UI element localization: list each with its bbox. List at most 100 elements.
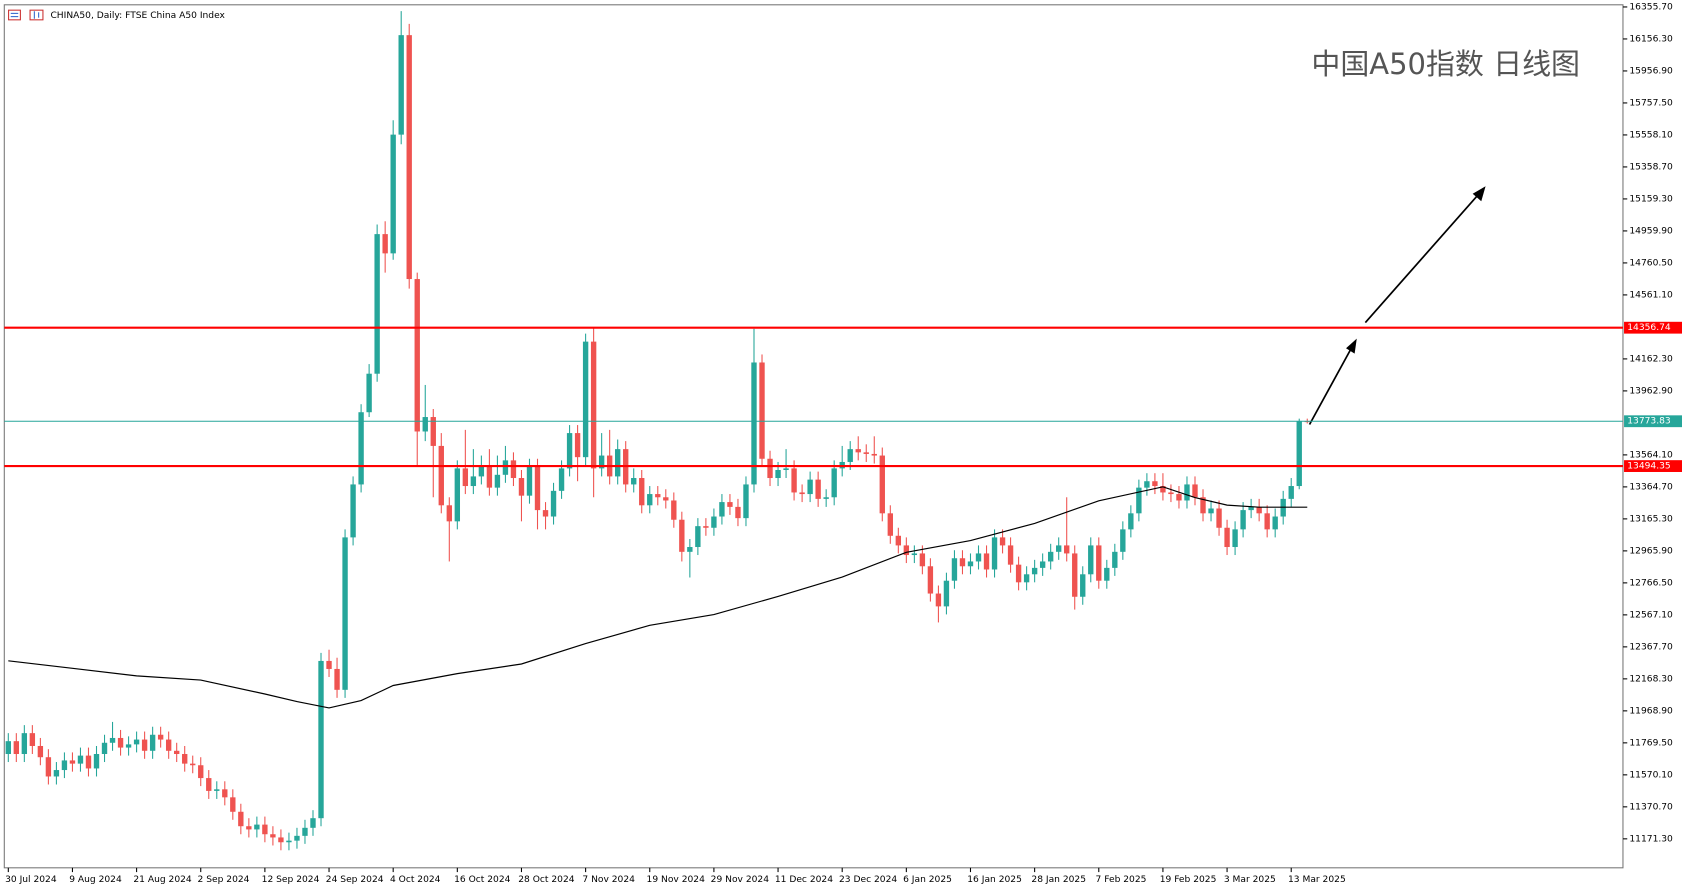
y-tick-label: 16355.70 xyxy=(1629,2,1673,12)
candle-body xyxy=(117,737,124,748)
candle-body xyxy=(454,468,461,522)
title-icons xyxy=(8,9,44,21)
candle-body xyxy=(310,818,316,828)
candle-body xyxy=(590,341,597,469)
y-tick-label: 15159.30 xyxy=(1629,194,1673,204)
candle-body xyxy=(847,449,853,462)
arrow-head xyxy=(1472,186,1486,202)
candle-body xyxy=(799,492,805,495)
y-tick-label: 15358.70 xyxy=(1629,162,1673,172)
candle-body xyxy=(174,750,180,755)
candle-body xyxy=(711,516,717,528)
candle-body xyxy=(165,739,172,751)
price-label-bg xyxy=(1624,460,1682,472)
candles xyxy=(5,11,1310,851)
candle-body xyxy=(1184,484,1190,501)
candle-body xyxy=(919,553,926,567)
candle-body xyxy=(222,789,228,798)
candle-body xyxy=(149,734,156,751)
candle-body xyxy=(93,754,100,769)
candle-body xyxy=(791,468,797,493)
candle-body xyxy=(238,811,244,827)
candle-body xyxy=(823,497,829,499)
x-tick-label: 24 Sep 2024 xyxy=(326,875,384,885)
candle-body xyxy=(951,558,958,581)
candle-body xyxy=(558,468,565,491)
x-tick-label: 16 Oct 2024 xyxy=(454,875,511,885)
candle-body xyxy=(735,506,741,519)
candle-body xyxy=(959,558,966,567)
x-tick-label: 23 Dec 2024 xyxy=(839,875,897,885)
x-tick-label: 12 Sep 2024 xyxy=(262,875,320,885)
candle-body xyxy=(318,660,324,819)
candle-body xyxy=(294,835,300,841)
candle-body xyxy=(1023,574,1030,583)
x-tick-label: 19 Nov 2024 xyxy=(647,875,706,885)
icon xyxy=(29,9,44,21)
candle-body xyxy=(879,455,885,514)
candle-body xyxy=(598,455,605,469)
candle-body xyxy=(1288,486,1294,499)
candle-body xyxy=(943,580,950,607)
candle-body xyxy=(647,494,653,506)
candle-body xyxy=(446,505,452,522)
candle-body xyxy=(69,760,76,764)
candle-body xyxy=(574,433,581,458)
candle-body xyxy=(975,553,982,562)
arrow-head xyxy=(1346,338,1357,354)
candle-body xyxy=(983,553,990,570)
candle-body xyxy=(1264,513,1270,530)
candle-body xyxy=(631,478,637,485)
x-tick-label: 7 Nov 2024 xyxy=(582,875,635,885)
y-tick-label: 11769.50 xyxy=(1629,738,1673,748)
candle-body xyxy=(703,526,709,528)
candle-body xyxy=(1168,492,1174,495)
candle-body xyxy=(1152,481,1158,487)
candle-body xyxy=(182,754,188,764)
y-tick-label: 12367.70 xyxy=(1629,642,1673,652)
y-tick-label: 14561.10 xyxy=(1629,290,1673,300)
moving-average xyxy=(8,486,1308,709)
arrow-line xyxy=(1308,345,1354,425)
candle-body xyxy=(1039,561,1046,568)
candle-body xyxy=(831,468,837,498)
x-tick-label: 19 Feb 2025 xyxy=(1160,875,1217,885)
candle-body xyxy=(334,668,340,690)
candle-body xyxy=(430,417,436,446)
candle-body xyxy=(5,741,11,755)
candle-body xyxy=(855,449,861,453)
candle-body xyxy=(895,535,902,546)
candle-body xyxy=(470,476,477,487)
candle-body xyxy=(775,469,781,479)
candle-body xyxy=(615,449,621,477)
candle-body xyxy=(871,453,877,456)
x-tick-label: 13 Mar 2025 xyxy=(1288,875,1346,885)
candle-body xyxy=(863,452,869,454)
candle-body xyxy=(109,737,116,743)
y-tick-label: 16156.30 xyxy=(1629,34,1673,44)
candle-body xyxy=(230,797,236,812)
candle-body xyxy=(695,526,701,548)
candle-body xyxy=(29,733,36,746)
x-tick-label: 9 Aug 2024 xyxy=(69,875,122,885)
candle-body xyxy=(61,760,68,771)
x-tick-label: 2 Sep 2024 xyxy=(198,875,250,885)
price-label: 14356.74 xyxy=(1627,323,1671,333)
candle-body xyxy=(759,362,765,459)
candle-body xyxy=(1144,481,1150,488)
candle-body xyxy=(1208,508,1214,514)
candle-body xyxy=(655,494,661,498)
candle-body xyxy=(190,763,196,766)
candle-body xyxy=(53,770,60,777)
candle-body xyxy=(967,561,974,567)
y-tick-label: 11171.30 xyxy=(1629,834,1673,844)
candle-body xyxy=(462,468,469,487)
candle-body xyxy=(1256,506,1262,514)
candle-body xyxy=(679,519,685,552)
candle-body xyxy=(478,465,485,477)
y-tick-label: 12168.30 xyxy=(1629,674,1673,684)
candle-body xyxy=(1064,545,1070,554)
candle-body xyxy=(639,478,645,506)
candle-body xyxy=(1200,497,1206,514)
